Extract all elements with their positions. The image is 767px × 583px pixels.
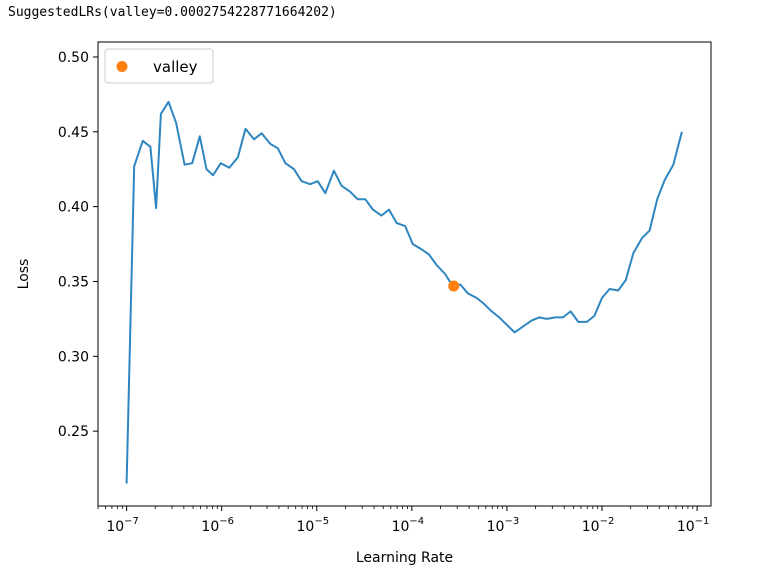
legend-marker bbox=[116, 61, 128, 72]
series-group bbox=[125, 100, 683, 484]
y-tick-label: 0.40 bbox=[58, 200, 89, 216]
axes-ticks: 10−7 10−6 10−5 10−4 10−3 10−2 10−1 0.25 0.30 0.35… bbox=[58, 50, 710, 535]
x-tick-label: 10−1 bbox=[677, 516, 710, 535]
plot-area bbox=[97, 41, 712, 507]
y-tick-label: 0.35 bbox=[58, 274, 89, 290]
x-tick-label: 10−3 bbox=[487, 516, 520, 535]
loss-series-line bbox=[125, 100, 683, 484]
x-tick-label: 10−6 bbox=[201, 516, 234, 535]
axes-frame bbox=[97, 41, 712, 507]
x-tick-label: 10−2 bbox=[582, 516, 615, 535]
cell-output-text: SuggestedLRs(valley=0.000275422877166420… bbox=[8, 5, 337, 20]
y-tick-label: 0.50 bbox=[58, 50, 89, 66]
x-tick-label: 10−4 bbox=[392, 516, 425, 535]
x-axis-label: Learning Rate bbox=[356, 550, 453, 566]
legend-box bbox=[104, 48, 214, 84]
y-tick-label: 0.30 bbox=[58, 349, 89, 365]
legend-label: valley bbox=[153, 58, 198, 76]
x-tick-label: 10−7 bbox=[106, 516, 139, 535]
y-tick-label: 0.25 bbox=[58, 424, 89, 440]
legend: valley bbox=[104, 48, 214, 84]
x-tick-label: 10−5 bbox=[296, 516, 329, 535]
y-axis-label: Loss bbox=[16, 259, 32, 290]
y-tick-label: 0.45 bbox=[58, 125, 89, 141]
valley-marker bbox=[448, 280, 460, 292]
